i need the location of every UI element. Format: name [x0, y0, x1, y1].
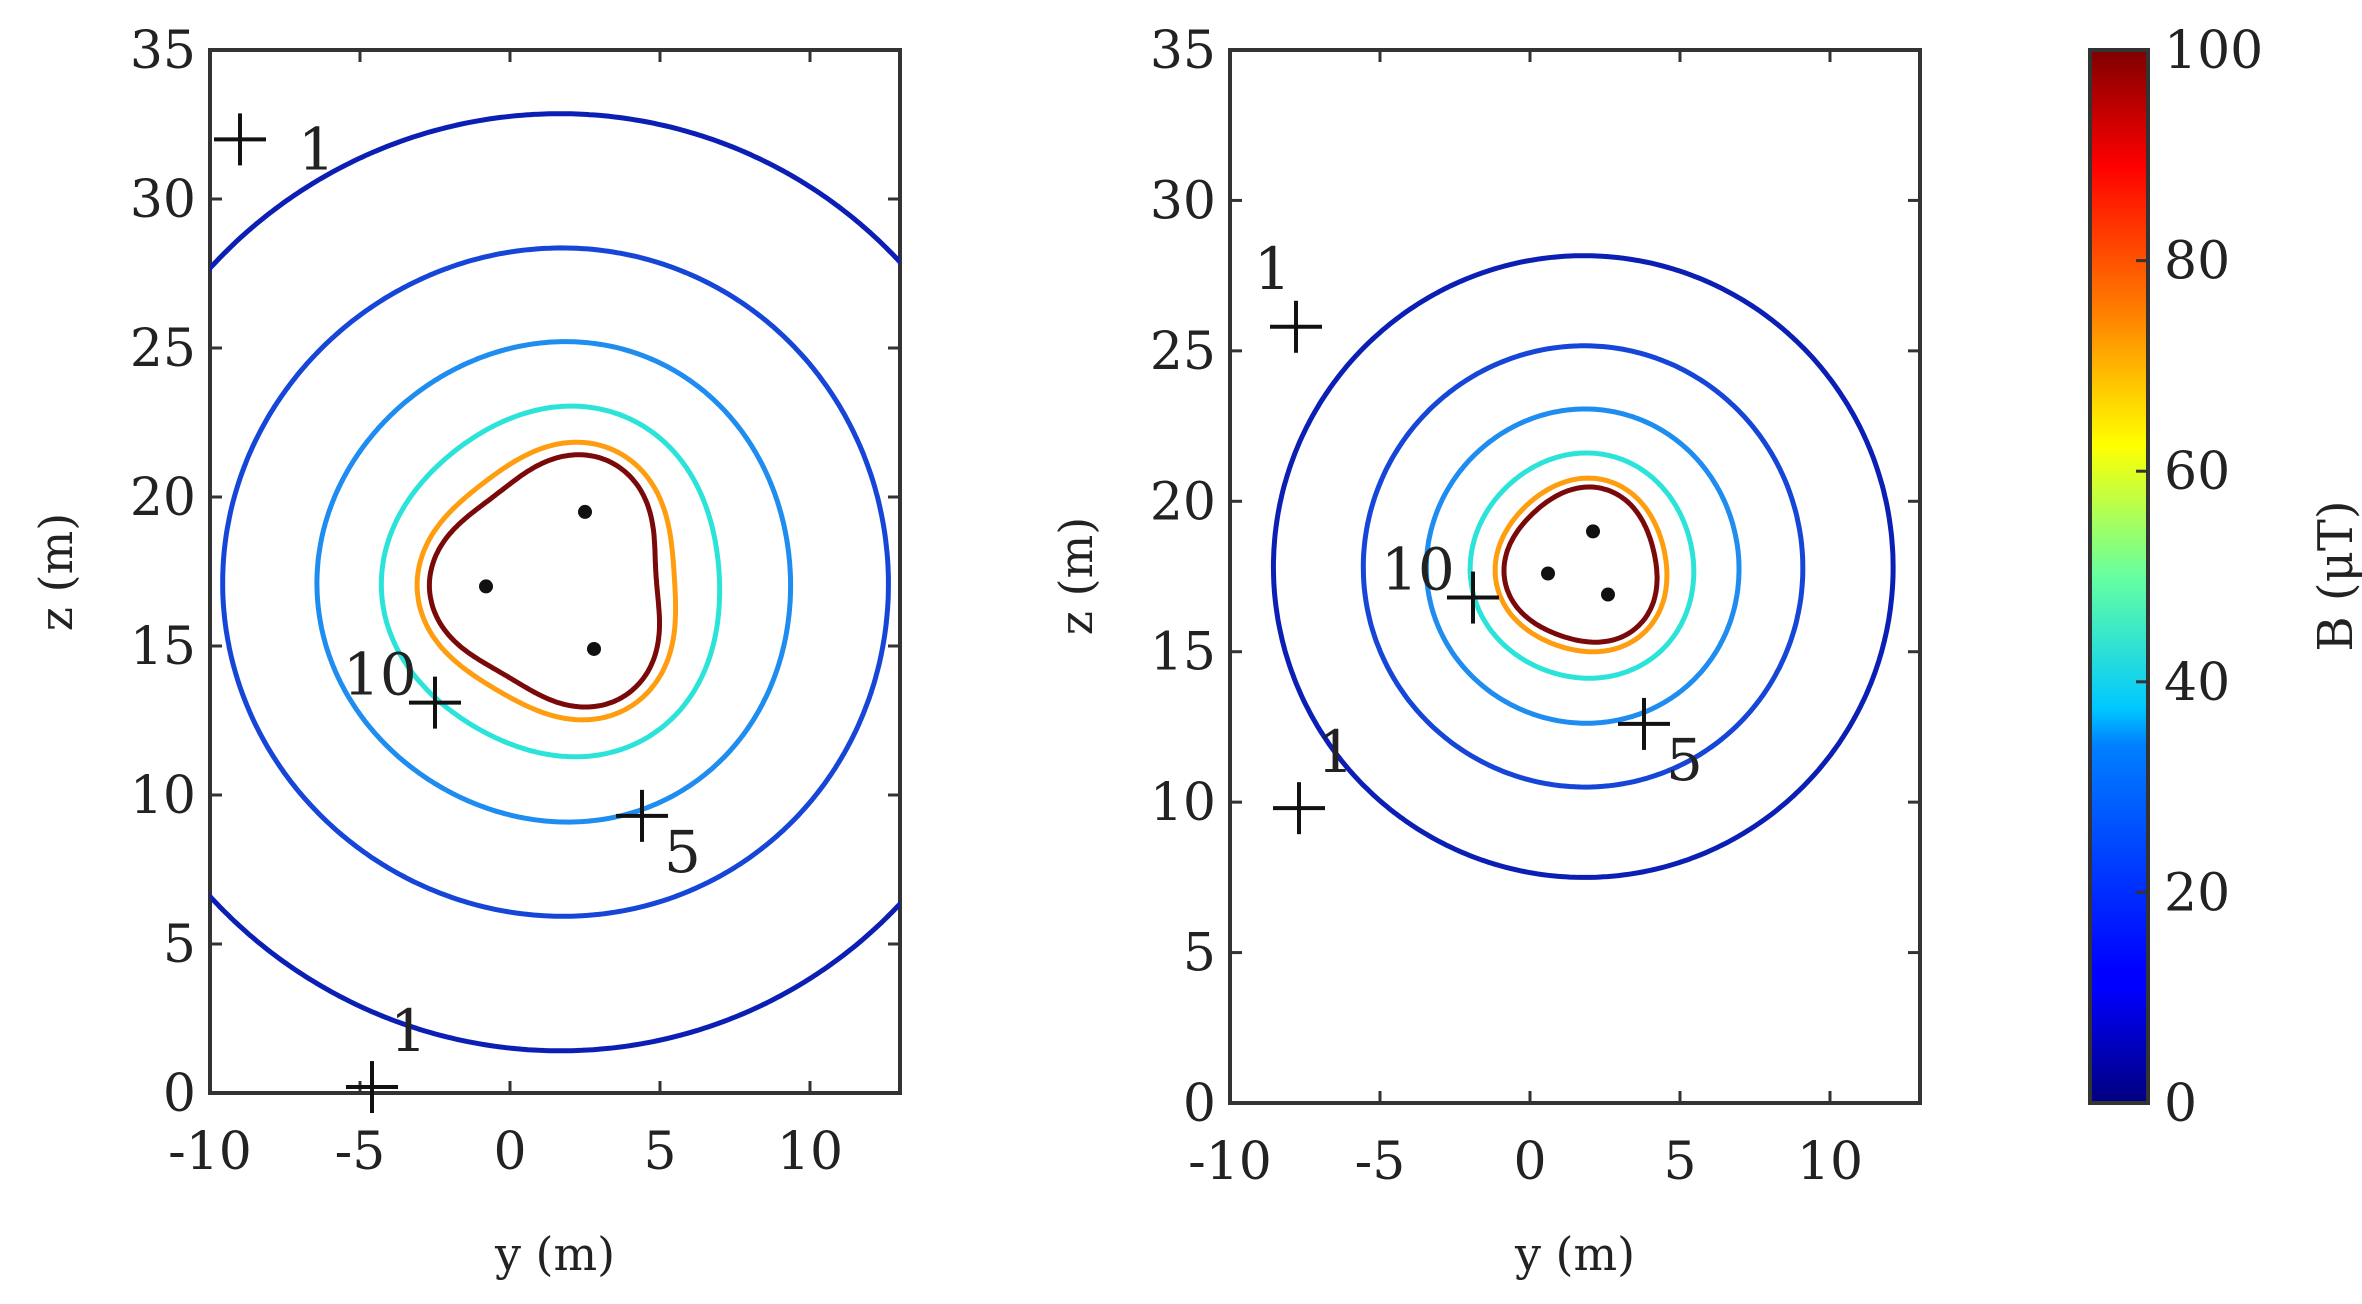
left-ytick-label: 15	[130, 617, 196, 677]
left-xtick-label: 10	[777, 1122, 843, 1182]
left-contour-label: 1	[298, 115, 335, 183]
right-contour-level-70	[1492, 475, 1670, 655]
right-contour-level-10	[1360, 343, 1806, 790]
right-ytick-label: 0	[1183, 1074, 1216, 1134]
colorbar-tick-label: 0	[2164, 1074, 2197, 1134]
colorbar-gradient	[2088, 48, 2150, 1105]
right-contour-level-90	[1501, 484, 1660, 645]
right-xtick-label: 5	[1663, 1132, 1696, 1192]
right-contour-label: 1	[1254, 235, 1291, 303]
left-conductor-dot	[578, 504, 592, 519]
right-ytick-label: 25	[1150, 322, 1216, 382]
left-contour-label: 1	[390, 997, 427, 1065]
right-ylabel: z (m)	[1049, 517, 1103, 635]
colorbar-tick-label: 60	[2164, 442, 2230, 502]
left-ytick-label: 30	[130, 170, 196, 230]
left-ytick-label: 20	[130, 468, 196, 528]
right-xlabel: y (m)	[1514, 1227, 1635, 1281]
colorbar: 0 20 40 60 80 100 B (μT)	[2088, 21, 2362, 1134]
left-ytick-label: 25	[130, 319, 196, 379]
left-contour-level-10	[220, 245, 891, 919]
left-ytick-label: 5	[163, 915, 196, 975]
right-conductor-dot	[1541, 566, 1555, 581]
right-conductor-dot	[1586, 524, 1600, 539]
right-xtick-label: 10	[1797, 1132, 1863, 1192]
left-annotations: 1 1 5 10	[214, 113, 701, 1114]
left-contour-label: 10	[343, 641, 417, 709]
colorbar-tick-label: 40	[2164, 653, 2230, 713]
left-conductor-dot	[479, 579, 493, 594]
right-xtick-label: 0	[1513, 1132, 1546, 1192]
right-ytick-label: 20	[1150, 472, 1216, 532]
left-plot-area	[208, 48, 902, 1095]
right-contour-lines	[1270, 253, 1896, 880]
right-xtick-label: -10	[1188, 1132, 1272, 1192]
right-xtick-label: -5	[1355, 1132, 1406, 1192]
left-ylabel: z (m)	[29, 513, 83, 631]
right-contour-label: 1	[1317, 718, 1354, 786]
left-ytick-label: 0	[163, 1064, 196, 1124]
left-conductor-dot	[587, 641, 601, 656]
right-annotations: 1 1 5 10	[1254, 235, 1703, 835]
left-contour-level-20	[314, 339, 794, 825]
left-contour-label: 5	[664, 818, 701, 886]
left-contour-level-70	[414, 439, 679, 723]
left-ytick-label: 10	[130, 766, 196, 826]
left-contour-level-40	[378, 403, 723, 760]
right-ytick-label: 15	[1150, 623, 1216, 683]
right-ytick-label: 5	[1183, 924, 1216, 984]
colorbar-tick-label: 20	[2164, 863, 2230, 923]
right-ytick-label: 30	[1150, 171, 1216, 231]
right-plot-area	[1228, 48, 1922, 1105]
left-xlabel: y (m)	[494, 1227, 615, 1281]
left-xtick-label: 5	[643, 1122, 676, 1182]
colorbar-tick-label: 100	[2164, 21, 2263, 81]
right-conductor-dot	[1601, 587, 1615, 602]
colorbar-tick-label: 80	[2164, 232, 2230, 292]
right-ytick-label: 10	[1150, 773, 1216, 833]
left-contour-lines	[210, 111, 900, 1054]
left-xtick-label: -5	[335, 1122, 386, 1182]
right-contour-label: 10	[1381, 536, 1455, 604]
left-contour-level-5	[210, 111, 900, 1054]
right-ytick-label: 35	[1150, 21, 1216, 81]
right-contour-level-5	[1270, 253, 1896, 880]
colorbar-ticks: 0 20 40 60 80 100	[2136, 21, 2263, 1134]
left-ytick-label: 35	[130, 21, 196, 81]
right-contour-label: 5	[1666, 726, 1703, 794]
left-xtick-label: 0	[493, 1122, 526, 1182]
colorbar-label: B (μT)	[2308, 500, 2362, 651]
right-contour-level-20	[1423, 406, 1742, 726]
left-contour-level-90	[426, 452, 662, 710]
left-xtick-label: -10	[168, 1122, 252, 1182]
